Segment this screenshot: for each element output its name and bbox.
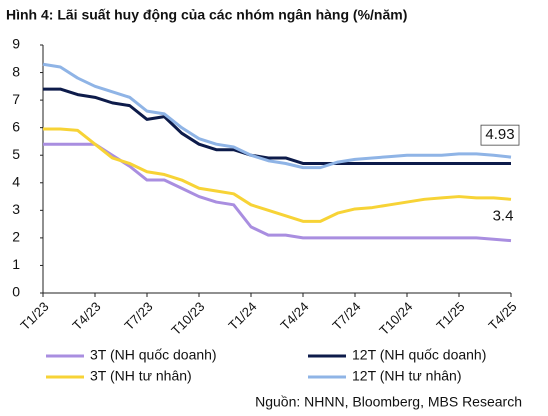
x-tick-label: T1/23	[17, 299, 51, 333]
y-tick-label: 2	[12, 229, 20, 245]
x-tick-label: T10/24	[376, 299, 415, 338]
data-label: 3.4	[493, 207, 514, 224]
legend-label: 12T (NH quốc doanh)	[352, 347, 486, 363]
x-tick-label: T10/23	[168, 299, 207, 338]
y-tick-label: 0	[12, 284, 20, 300]
data-label: 4.93	[485, 126, 514, 143]
y-tick-label: 6	[12, 118, 20, 134]
x-tick-label: T7/23	[121, 299, 155, 333]
legend-label: 3T (NH tư nhân)	[90, 368, 192, 384]
x-tick-label: T4/23	[69, 299, 103, 333]
data-label-box	[480, 124, 520, 146]
x-tick-label: T1/24	[225, 299, 259, 333]
y-tick-label: 8	[12, 63, 20, 79]
series-line	[43, 87, 511, 165]
source: Nguồn: NHNN, Bloomberg, MBS Research	[255, 394, 522, 410]
x-tick-label: T1/25	[433, 299, 467, 333]
x-tick-label: T4/25	[485, 299, 519, 333]
y-tick-label: 3	[12, 201, 20, 217]
series-line	[42, 62, 512, 170]
x-tick-label: T4/24	[277, 299, 311, 333]
y-tick-label: 9	[12, 36, 20, 52]
chart-title: Hình 4: Lãi suất huy động của các nhóm n…	[6, 7, 407, 23]
y-tick-label: 5	[12, 146, 20, 162]
series-line	[43, 127, 512, 223]
legend-label: 12T (NH tư nhân)	[352, 368, 462, 384]
y-tick-label: 7	[12, 91, 20, 107]
x-tick-label: T7/24	[329, 299, 363, 333]
y-tick-label: 4	[12, 173, 20, 189]
y-tick-label: 1	[12, 256, 20, 272]
legend-label: 3T (NH quốc doanh)	[90, 347, 217, 363]
